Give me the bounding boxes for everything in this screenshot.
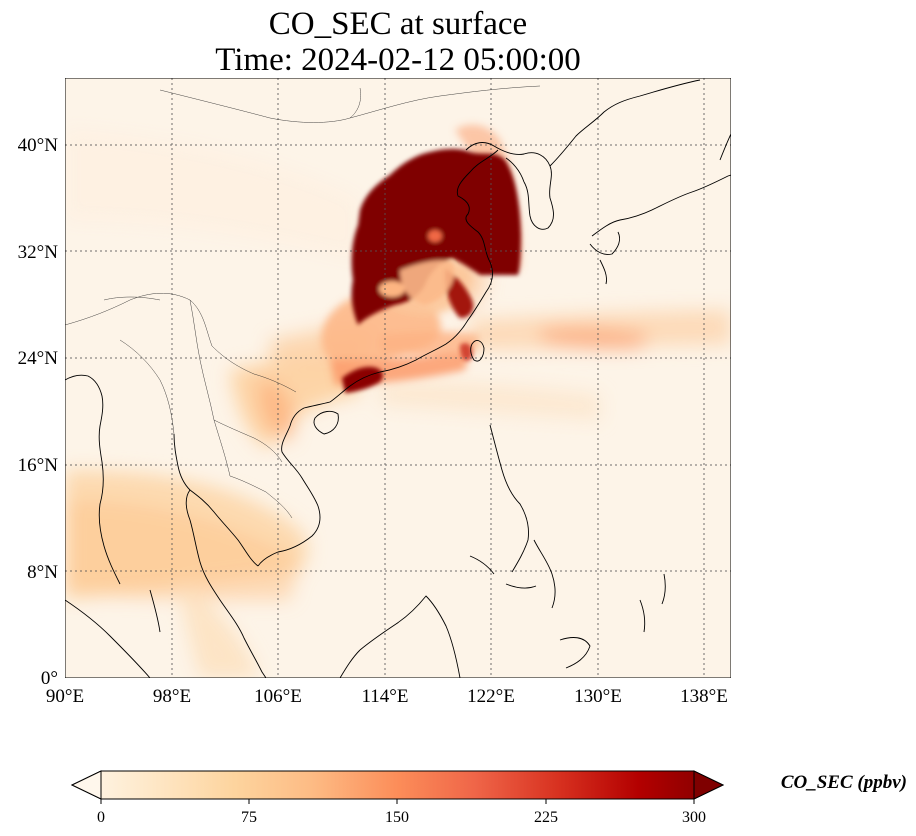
borders [65, 85, 541, 519]
map-subtitle: Time: 2024-02-12 05:00:00 [215, 42, 581, 78]
y-tick-label: 16°N [18, 455, 59, 476]
colorbar-tick-label: 75 [241, 809, 257, 826]
x-tick-label: 98°E [153, 686, 191, 707]
y-tick-label: 0° [41, 668, 58, 689]
colorbar-low-extend [70, 770, 102, 800]
colorbar-tick-label: 225 [534, 809, 558, 826]
y-tick-label: 40°N [18, 135, 59, 156]
x-tick-label: 138°E [680, 686, 728, 707]
colorbar: 0 75 150 225 300 CO_SEC (ppbv) [70, 770, 907, 826]
y-tick-label: 8°N [27, 562, 58, 583]
colorbar-label: CO_SEC (ppbv) [781, 772, 907, 793]
x-tick-label: 122°E [467, 686, 515, 707]
map-title: CO_SEC at surface [268, 6, 528, 42]
y-axis-ticks: 0° 8°N 16°N 24°N 32°N 40°N [18, 135, 59, 689]
colorbar-gradient [70, 770, 725, 800]
colorbar-tick-label: 0 [97, 809, 105, 826]
x-tick-label: 90°E [46, 686, 84, 707]
y-tick-label: 32°N [18, 242, 59, 263]
x-axis-ticks: 90°E 98°E 106°E 114°E 122°E 130°E 138°E [46, 686, 728, 707]
map-panel [65, 78, 731, 678]
colorbar-tick-label: 150 [385, 809, 409, 826]
coastlines [65, 79, 731, 678]
x-tick-label: 106°E [254, 686, 302, 707]
gridlines [65, 78, 731, 678]
concentration-field [65, 124, 731, 678]
x-tick-label: 114°E [362, 686, 409, 707]
x-tick-label: 130°E [574, 686, 622, 707]
colorbar-tick-label: 300 [682, 809, 706, 826]
y-tick-label: 24°N [18, 348, 59, 369]
colorbar-high-extend [693, 770, 725, 800]
